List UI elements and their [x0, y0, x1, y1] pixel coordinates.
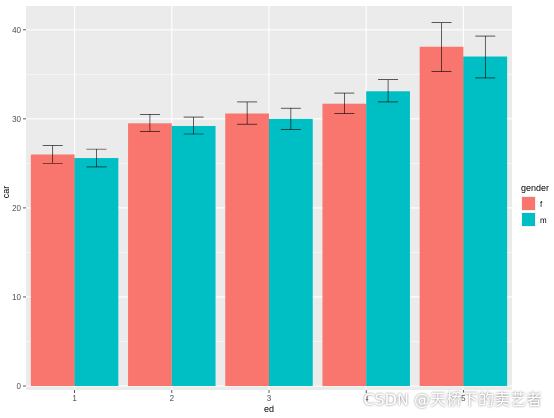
bar-m-1	[74, 158, 119, 386]
x-tick-label: 5	[461, 394, 466, 403]
bar-m-2	[171, 125, 216, 386]
y-axis-title: car	[1, 186, 11, 199]
error-bar-m-5	[475, 35, 496, 79]
legend-label-f: f	[540, 200, 543, 209]
x-tick-label: 4	[364, 394, 369, 403]
legend-label-m: m	[540, 216, 547, 225]
legend-key-f	[522, 197, 535, 210]
bar-m-5	[463, 56, 508, 387]
legend-title: gender	[521, 183, 549, 193]
x-tick-label: 2	[170, 394, 175, 403]
legend-key-m	[522, 213, 535, 226]
x-axis-title: ed	[264, 404, 274, 414]
y-tick-label: 0	[17, 382, 22, 391]
bar-f-1	[30, 154, 75, 386]
error-bar-f-2	[139, 114, 160, 132]
bar-f-3	[225, 113, 269, 386]
watermark: CSDN @天桥下的卖艺者	[363, 390, 542, 409]
error-bar-m-1	[86, 148, 107, 168]
bar-m-4	[366, 91, 410, 386]
error-bar-f-1	[42, 145, 63, 164]
y-tick-label: 20	[12, 204, 21, 213]
bar-f-2	[128, 123, 172, 387]
y-tick-label: 30	[12, 115, 21, 124]
x-tick-label: 1	[72, 394, 77, 403]
error-bar-m-3	[280, 107, 301, 130]
y-tick-label: 10	[12, 293, 21, 302]
x-tick-label: 3	[267, 394, 272, 403]
bar-f-4	[322, 103, 367, 386]
error-bar-f-3	[237, 101, 258, 125]
error-bar-f-5	[431, 22, 452, 72]
error-bar-m-2	[183, 116, 204, 135]
error-bar-m-4	[378, 79, 399, 103]
bar-f-5	[419, 46, 464, 386]
y-tick-label: 40	[12, 26, 21, 35]
error-bar-f-4	[334, 92, 355, 114]
bar-m-3	[269, 118, 313, 386]
